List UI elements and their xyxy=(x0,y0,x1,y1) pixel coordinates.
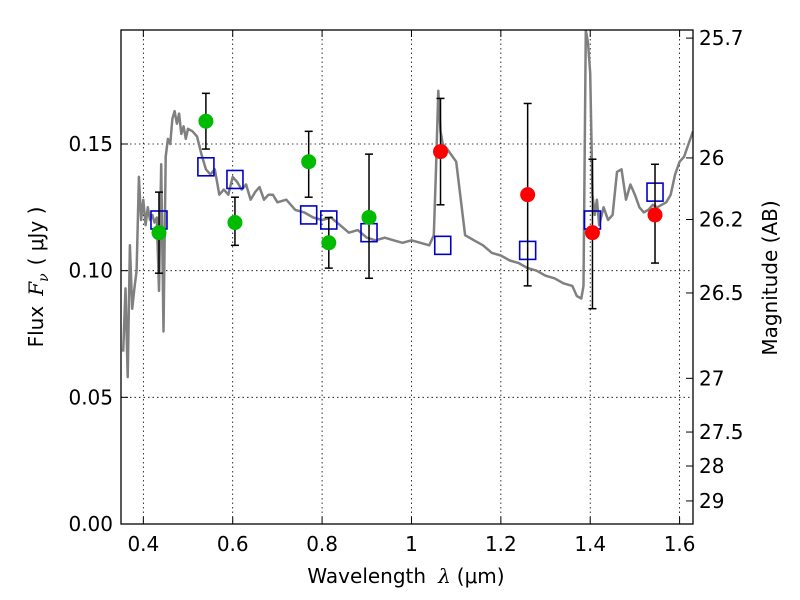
x-tick-label: 1.6 xyxy=(664,532,696,556)
nir-photometry-point xyxy=(647,207,663,223)
optical-photometry-point xyxy=(301,154,317,170)
y2-tick-label: 28 xyxy=(699,454,724,478)
plot-area xyxy=(121,30,693,379)
y2-tick-label: 29 xyxy=(699,489,724,513)
x-tick-label: 1.4 xyxy=(574,532,606,556)
axis-ticks: 0.4 0.6 0.8 1 1.2 1.4 1.6 0.00 0.05 0.10 0.15 25.7 2… xyxy=(68,26,743,556)
y-tick-label: 0.05 xyxy=(68,385,113,409)
y2-tick-label: 27.5 xyxy=(699,420,744,444)
model-photometry-square xyxy=(299,205,318,225)
y2-tick-label: 26 xyxy=(699,146,724,170)
y-tick-label: 0.10 xyxy=(68,259,113,283)
y-tick-label: 0.00 xyxy=(68,512,113,536)
nir-photometry-point xyxy=(520,187,536,203)
model-photometry-square xyxy=(226,169,244,190)
optical-photometry-point xyxy=(321,235,337,251)
y2-tick-label: 25.7 xyxy=(699,26,744,50)
y-tick-label: 0.15 xyxy=(68,132,113,156)
optical-photometry-point xyxy=(198,113,214,129)
model-photometry-square xyxy=(433,235,452,256)
x-tick-label: 1.2 xyxy=(485,532,517,556)
y2-axis-title: Magnitude (AB) xyxy=(758,200,782,355)
x-axis-title: Wavelength λ (μm) xyxy=(307,564,504,588)
model-photometry-square xyxy=(197,157,215,177)
optical-photometry-point xyxy=(151,225,167,241)
optical-photometry-point xyxy=(227,215,243,231)
y2-tick-label: 26.2 xyxy=(699,207,744,231)
x-tick-label: 0.8 xyxy=(306,532,338,556)
plot-frame xyxy=(120,29,694,525)
y2-tick-label: 27 xyxy=(699,366,724,390)
y-axis-title: FluxFν( μJy ) xyxy=(24,207,52,348)
nir-photometry-point xyxy=(584,225,600,241)
x-tick-label: 1 xyxy=(405,532,418,556)
x-tick-label: 0.4 xyxy=(127,532,159,556)
optical-photometry-point xyxy=(361,209,377,225)
y2-tick-label: 26.5 xyxy=(699,281,744,305)
model-spectrum-line xyxy=(121,30,693,379)
nir-photometry-point xyxy=(433,144,449,160)
x-tick-label: 0.6 xyxy=(217,532,249,556)
